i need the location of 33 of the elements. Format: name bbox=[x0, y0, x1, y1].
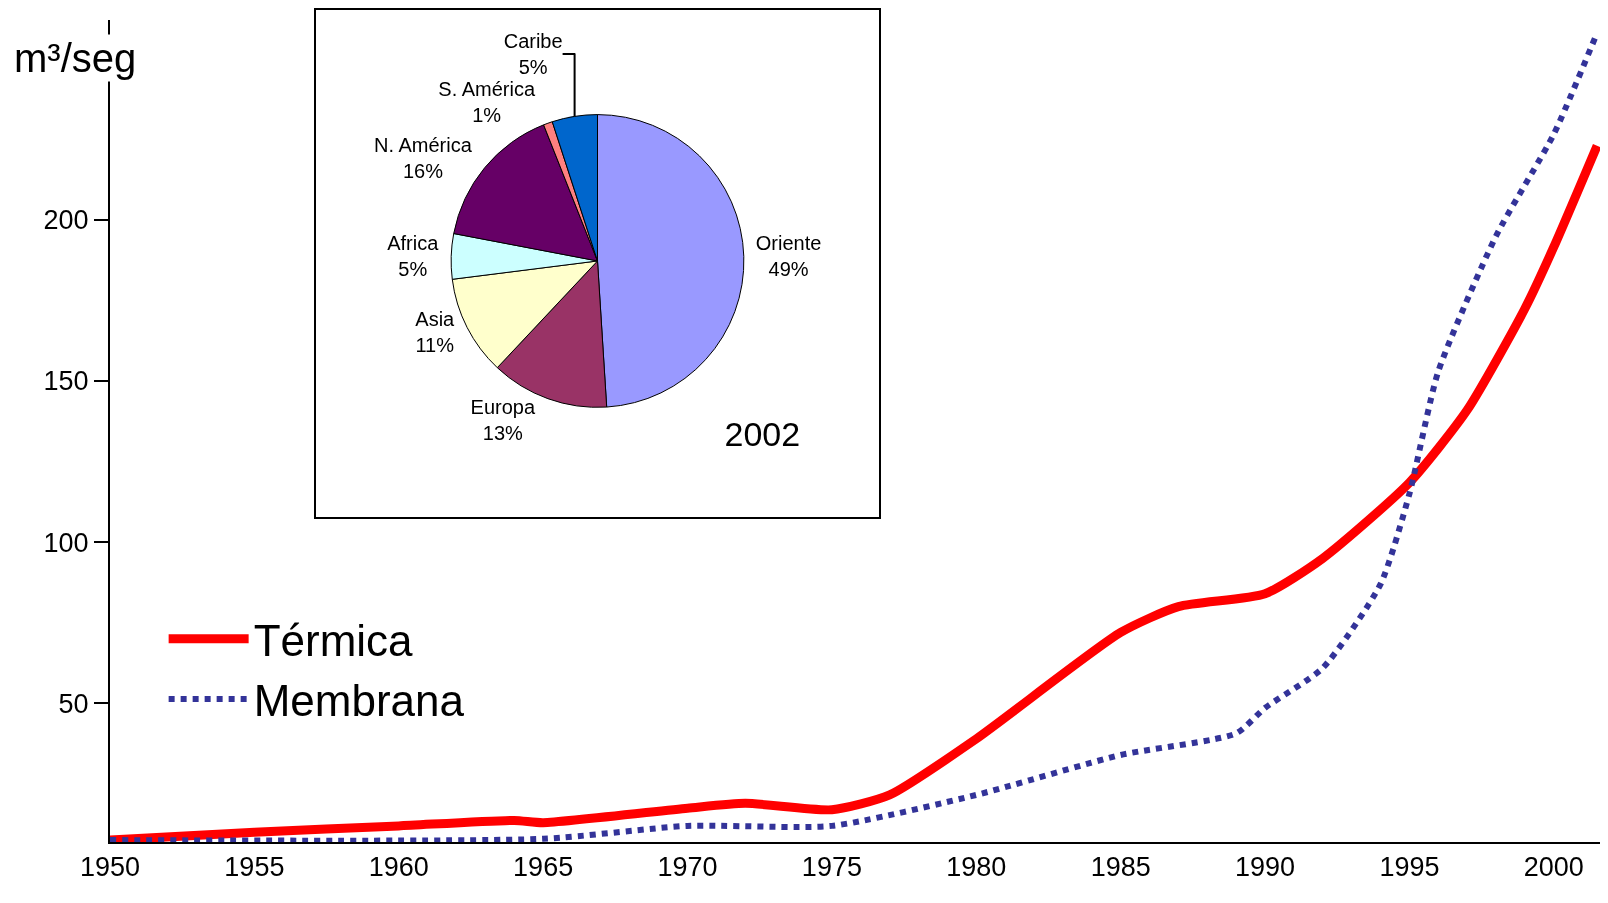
data-label: 11% bbox=[415, 334, 455, 357]
x-tick-label: 2000 bbox=[1523, 852, 1584, 883]
text: 2002 bbox=[724, 415, 801, 454]
y-axis-title: m³/seg bbox=[14, 36, 137, 80]
legend-label: Térmica bbox=[253, 615, 414, 665]
data-label: 1% bbox=[472, 103, 502, 126]
data-label: 16% bbox=[402, 159, 444, 182]
x-tick-label: 1975 bbox=[801, 852, 862, 883]
legend-label: Membrana bbox=[253, 676, 465, 726]
data-label: 13% bbox=[482, 421, 524, 444]
x-tick-label: 1970 bbox=[657, 852, 718, 883]
x-tick-label: 1955 bbox=[224, 852, 285, 883]
data-label: 5% bbox=[518, 55, 548, 78]
slice-label: S. América bbox=[438, 77, 536, 100]
slice-label: Asia bbox=[415, 308, 456, 331]
slice-label: Africa bbox=[387, 232, 440, 255]
y-tick-label: 100 bbox=[43, 527, 89, 558]
x-tick-label: 1965 bbox=[513, 852, 574, 883]
slice-label: Oriente bbox=[755, 232, 822, 255]
x-tick-label: 1980 bbox=[946, 852, 1007, 883]
y-tick-label: 50 bbox=[58, 688, 89, 719]
slice-label: Europa bbox=[470, 395, 536, 418]
x-tick-label: 1950 bbox=[79, 852, 141, 883]
y-tick-label: 200 bbox=[43, 205, 89, 236]
slice-label: N. América bbox=[374, 133, 473, 156]
x-tick-label: 1985 bbox=[1090, 852, 1151, 883]
data-label: 5% bbox=[398, 258, 428, 281]
slice-label: Caribe bbox=[503, 29, 563, 52]
data-label: 49% bbox=[768, 258, 809, 281]
y-tick-label: 150 bbox=[43, 366, 89, 397]
x-tick-label: 1995 bbox=[1379, 852, 1440, 883]
x-tick-label: 1990 bbox=[1235, 852, 1296, 883]
x-tick-label: 1960 bbox=[368, 852, 429, 883]
